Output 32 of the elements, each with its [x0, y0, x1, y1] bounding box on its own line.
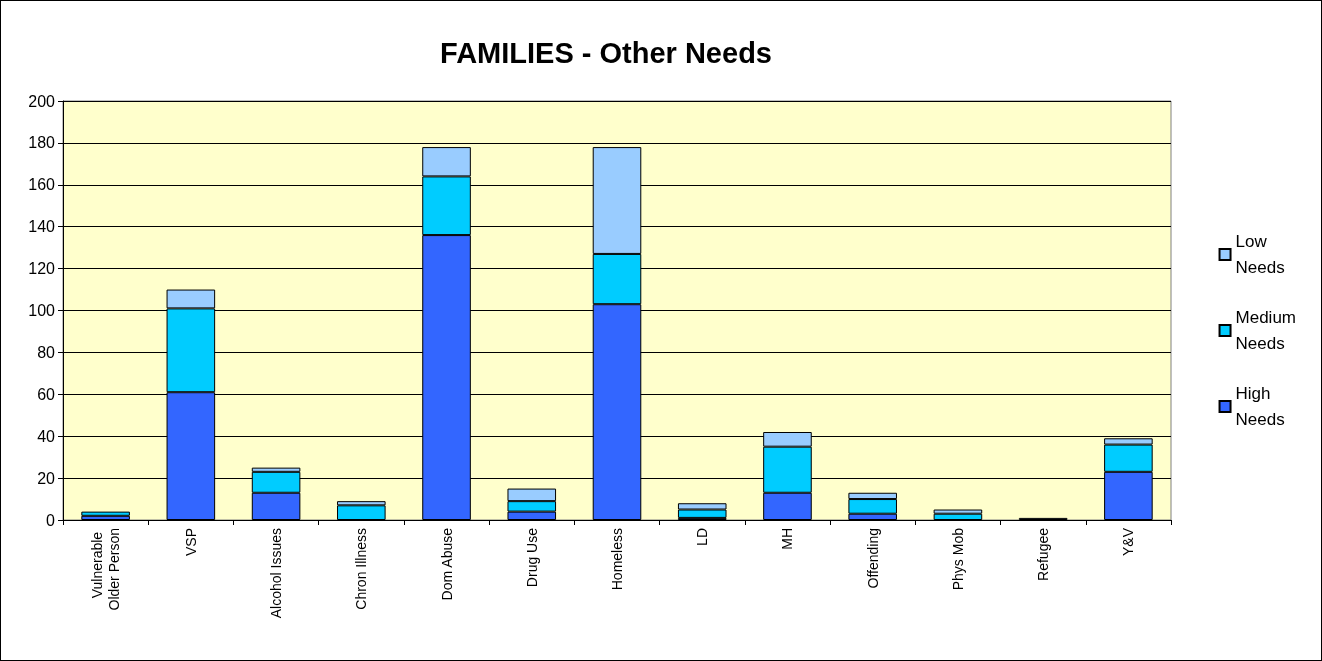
bar	[933, 513, 983, 520]
y-tick-label: 80	[37, 343, 56, 361]
y-tick-label: 100	[28, 302, 56, 319]
legend-label: High Needs	[1235, 384, 1285, 429]
x-tick-label: Alcohol Issues	[268, 528, 285, 619]
y-tick-label: 20	[37, 469, 56, 487]
y-tick-label: 140	[28, 218, 56, 236]
x-tick-label: Chron Illness	[353, 528, 370, 610]
y-tick-label: 120	[28, 260, 56, 278]
bar	[81, 515, 130, 520]
y-tick-label: 180	[28, 134, 56, 152]
x-tick-label: Vulnerable Older Person	[89, 528, 123, 611]
y-tick-label: 0	[46, 511, 56, 529]
x-tick-label: Refugee	[1035, 527, 1052, 581]
x-tick-label: Phys Mob	[949, 527, 966, 591]
x-tick-label: LD	[694, 528, 711, 546]
x-tick-label: VSP	[182, 528, 199, 557]
bar	[337, 505, 386, 520]
x-tick-label: Offending	[864, 528, 881, 589]
legend-label: Medium Needs	[1235, 308, 1297, 353]
y-tick-label: 200	[28, 92, 56, 110]
y-tick-label: 60	[37, 385, 56, 403]
x-tick-label: Homeless	[609, 528, 625, 591]
chart-title: FAMILIES - Other Needs	[440, 36, 772, 69]
x-tick-label: Y&V	[1120, 527, 1137, 557]
y-tick-label: 40	[37, 427, 56, 445]
bar	[81, 511, 130, 516]
x-tick-label: MH	[779, 528, 796, 550]
legend-label: Low Needs	[1235, 232, 1285, 277]
x-tick-label: Drug Use	[523, 527, 540, 588]
y-tick-label: 160	[28, 176, 56, 194]
x-tick-label: Dom Abuse	[438, 527, 455, 601]
